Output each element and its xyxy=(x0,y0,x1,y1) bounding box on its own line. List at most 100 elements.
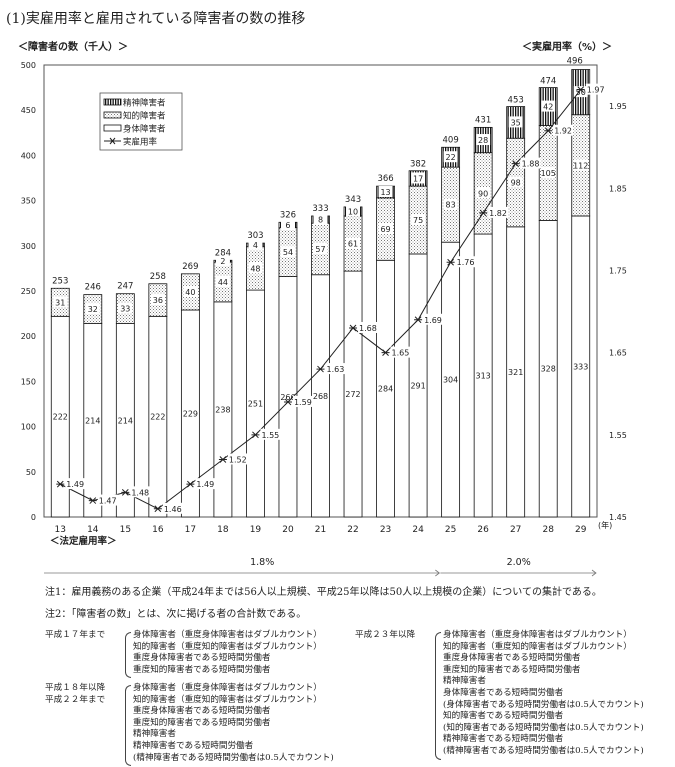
data-label: 10 xyxy=(348,207,358,216)
block-item: 身体障害者（重度身体障害者はダブルカウント） xyxy=(133,683,322,693)
data-label-bg xyxy=(378,186,393,198)
data-label: 112 xyxy=(573,161,588,170)
rate-marker xyxy=(511,160,520,167)
data-label: 8 xyxy=(318,216,323,225)
rate-label-bg xyxy=(520,157,541,169)
rate-label: 1.63 xyxy=(327,365,345,374)
total-label: 326 xyxy=(280,210,296,220)
total-label: 366 xyxy=(377,174,393,184)
rate-label: 1.52 xyxy=(229,455,247,464)
data-label: 251 xyxy=(248,400,263,409)
y2-tick-label: 1.55 xyxy=(609,431,627,440)
rate-label: 1.69 xyxy=(424,316,442,325)
block-item: 知的障害者である短時間労働者 xyxy=(443,711,564,722)
data-label: 105 xyxy=(541,169,556,178)
total-label: 474 xyxy=(540,77,556,87)
rate-label: 1.82 xyxy=(489,209,507,218)
data-label: 214 xyxy=(118,416,133,425)
data-label-bg xyxy=(248,262,263,274)
data-label: 222 xyxy=(150,413,165,422)
rate-label-bg xyxy=(325,363,346,375)
data-label-bg xyxy=(118,302,133,314)
bracket xyxy=(125,685,131,767)
rate-label-bg xyxy=(162,502,183,514)
rate-marker xyxy=(186,480,195,488)
rate-marker xyxy=(544,127,553,135)
block-item: (精神障害者である短時間労働者は0.5人でカウント) xyxy=(133,752,334,763)
x-tick-label: 19 xyxy=(250,525,262,535)
data-label: 321 xyxy=(508,368,523,377)
rate-label: 1.48 xyxy=(131,488,149,497)
total-label: 333 xyxy=(312,204,328,214)
y-tick-label: 250 xyxy=(21,287,36,296)
data-label-bg xyxy=(443,151,458,163)
legend-swatch xyxy=(103,98,122,106)
y2-tick-label: 1.75 xyxy=(609,266,627,275)
block-item: 重度身体障害者である短時間労働者 xyxy=(443,653,581,664)
data-label: 6 xyxy=(285,221,290,230)
rate-label: 1.97 xyxy=(587,86,605,95)
y-tick-label: 0 xyxy=(31,513,36,522)
rate-marker xyxy=(218,456,227,463)
rate-marker xyxy=(381,349,390,356)
rate-label: 1.68 xyxy=(359,324,377,333)
block-item: 重度知的障害者である短時間労働者 xyxy=(133,717,271,728)
y2-axis-label: ＜実雇用率（%）＞ xyxy=(522,42,613,53)
data-label: 44 xyxy=(218,278,228,287)
data-label-bg xyxy=(53,296,68,308)
block-item: 知的障害者（重度知的障害者はダブルカウント） xyxy=(133,641,322,652)
rate-label-bg xyxy=(130,486,151,498)
data-label-bg xyxy=(541,167,556,179)
data-label: 13 xyxy=(380,188,390,197)
data-label: 4 xyxy=(253,241,258,250)
data-label: 69 xyxy=(380,225,390,234)
period-arrow-head xyxy=(435,569,441,577)
y-tick-label: 100 xyxy=(21,423,36,432)
block-item: 重度知的障害者である短時間労働者 xyxy=(133,664,271,675)
rate-label-bg xyxy=(292,395,313,407)
rate-label-bg xyxy=(65,478,86,490)
rate-label-bg xyxy=(390,346,411,358)
data-label-bg xyxy=(378,223,393,235)
data-label: 333 xyxy=(573,362,588,371)
data-label: 57 xyxy=(315,245,325,254)
data-label: 222 xyxy=(53,413,68,422)
block-label: 平成２３年以降 xyxy=(355,630,416,640)
rate-label: 1.49 xyxy=(66,480,84,489)
total-label: 343 xyxy=(345,195,361,205)
data-label-bg xyxy=(183,285,198,297)
data-label: 229 xyxy=(183,409,198,418)
block-item: (精神障害者である短時間労働者は0.5人でカウント) xyxy=(443,746,644,756)
data-label: 266 xyxy=(280,393,295,402)
note-1: 注1：雇用義務のある企業（平成24年までは56人以上規模、平成25年以降は50人… xyxy=(45,587,602,598)
legend-swatch xyxy=(103,124,122,132)
rate-marker xyxy=(414,316,423,324)
data-label-bg xyxy=(346,205,361,217)
x-tick-label: 21 xyxy=(315,525,326,535)
y2-tick-label: 1.85 xyxy=(609,184,627,193)
total-label: 303 xyxy=(247,231,263,241)
y-tick-label: 300 xyxy=(21,242,36,251)
total-label: 253 xyxy=(52,276,68,286)
data-label-bg xyxy=(280,246,295,258)
y-tick-label: 50 xyxy=(26,468,36,477)
y-tick-label: 200 xyxy=(21,332,36,341)
rate-marker xyxy=(283,398,292,406)
rate-marker xyxy=(153,505,162,513)
rate-marker xyxy=(349,324,358,332)
statutory-label: ＜法定雇用率＞ xyxy=(50,535,117,547)
data-label: 32 xyxy=(88,305,98,314)
total-label: 284 xyxy=(215,248,231,258)
rate-marker xyxy=(479,209,488,217)
data-label: 33 xyxy=(120,305,130,314)
data-label: 2 xyxy=(220,257,225,266)
data-label: 214 xyxy=(85,416,100,425)
data-label-bg xyxy=(85,303,100,315)
data-label: 61 xyxy=(348,240,358,249)
x-tick-label: 27 xyxy=(510,525,521,535)
block-item: 精神障害者 xyxy=(133,729,176,740)
data-label: 291 xyxy=(410,381,425,390)
total-label: 496 xyxy=(567,57,583,67)
x-tick-label: 25 xyxy=(445,525,456,535)
rate-label-bg xyxy=(195,478,216,490)
